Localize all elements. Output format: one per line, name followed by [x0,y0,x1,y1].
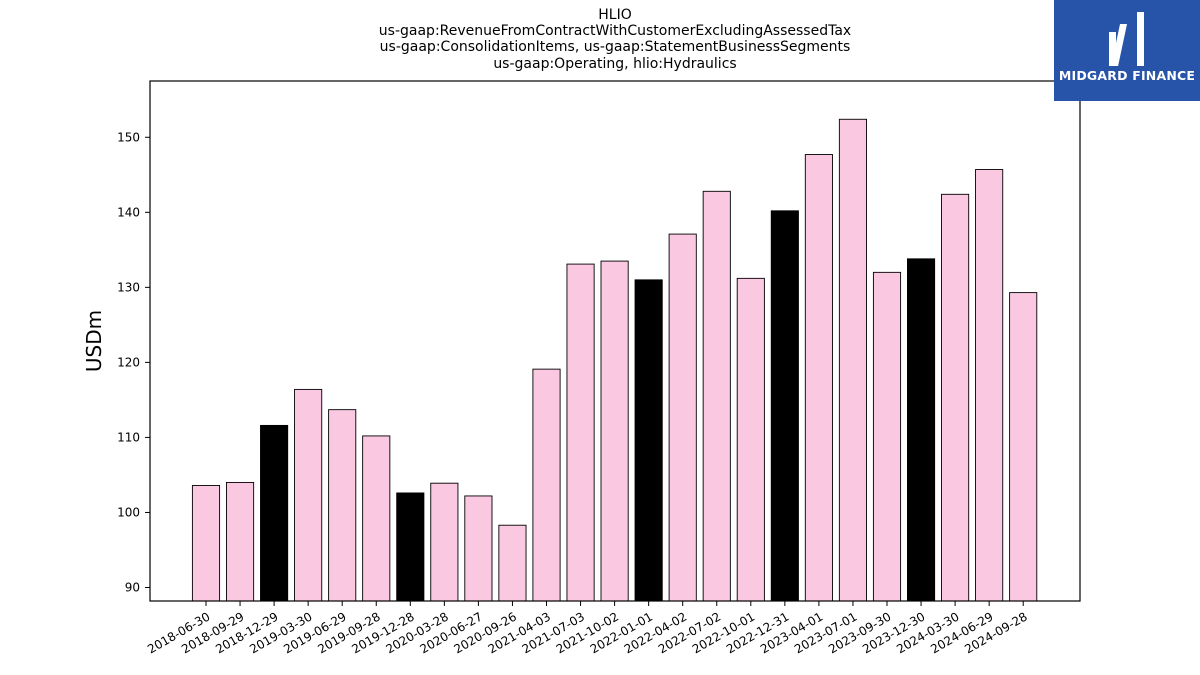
bar-2019-12-28 [396,492,425,602]
chart-title-line-3: us-gaap:ConsolidationItems, us-gaap:Stat… [379,39,851,55]
chart-title-line-4: us-gaap:Operating, hlio:Hydraulics [493,56,737,72]
bar-2022-12-31 [770,210,799,602]
bar-2024-06-29 [975,169,1004,602]
bar-2018-06-30 [191,484,221,602]
bar-2023-07-01 [838,118,867,602]
bar-2020-03-28 [430,482,459,602]
bar-2021-04-03 [532,368,561,602]
bars-group [191,118,1038,602]
bar-2019-09-28 [362,435,391,602]
y-axis: 90 100 110 120 130 140 150 [117,130,150,594]
bar-2019-06-29 [328,409,357,602]
bar-2021-10-02 [600,260,629,602]
chart-title-line-1: HLIO [598,7,632,23]
y-tick-label: 150 [117,130,140,144]
y-tick-label: 110 [117,430,140,444]
logo-mark-icon [1109,12,1144,66]
y-tick-label: 130 [117,280,140,294]
x-axis: 2018-06-302018-09-292018-12-292019-03-30… [145,601,1030,656]
logo-text: MIDGARD FINANCE [1058,68,1196,83]
bar-2023-04-01 [804,154,833,602]
midgard-finance-logo: MIDGARD FINANCE [1054,0,1200,101]
bar-2022-01-01 [634,279,663,602]
bar-2022-07-02 [702,190,731,602]
bar-2020-06-27 [464,495,493,602]
bar-2022-04-02 [668,233,697,602]
bar-2024-03-30 [941,193,970,602]
plot-frame [149,80,1081,602]
y-tick-label: 140 [117,205,140,219]
bar-2020-09-26 [498,524,527,602]
bar-2023-09-30 [872,271,902,602]
chart-title-line-2: us-gaap:RevenueFromContractWithCustomerE… [378,23,852,39]
bar-2018-12-29 [260,424,289,602]
bar-2021-07-03 [566,263,595,602]
y-tick-label: 120 [117,355,140,369]
y-tick-label: 90 [125,580,140,594]
y-axis-label: USDm [82,310,106,372]
bar-2019-03-30 [294,388,323,602]
y-tick-label: 100 [117,505,140,519]
bar-2024-09-28 [1009,292,1038,602]
bar-2018-09-29 [225,481,255,602]
bar-2023-12-30 [907,258,936,602]
bar-2022-10-01 [736,277,765,602]
